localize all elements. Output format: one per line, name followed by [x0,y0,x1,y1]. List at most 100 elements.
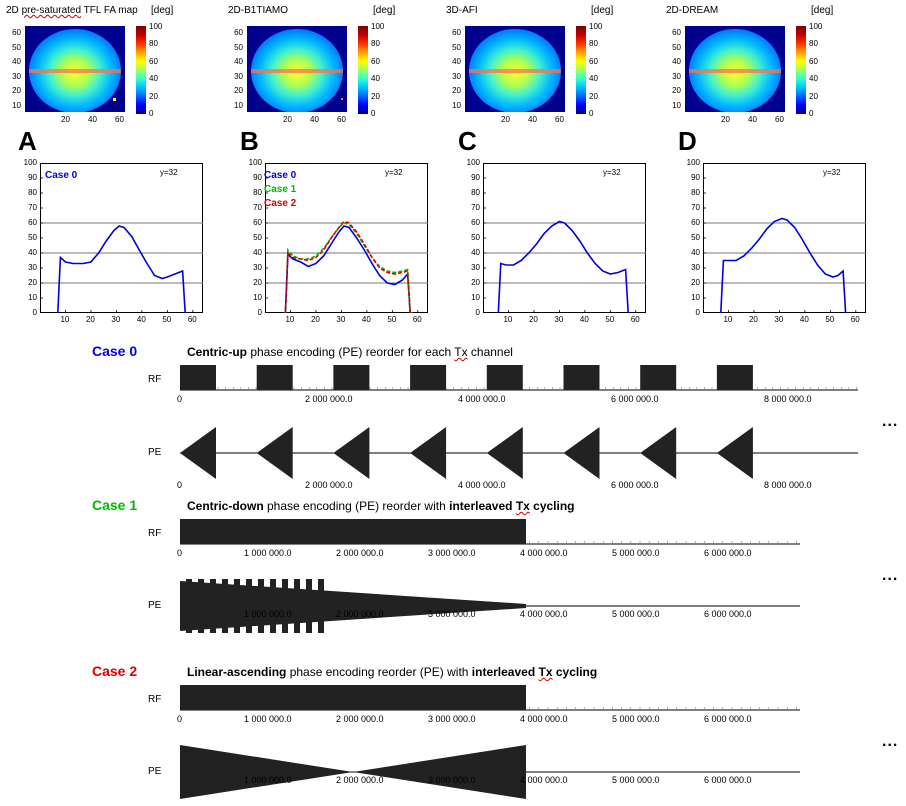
colorbar-tick: 60 [809,56,818,66]
rf-time-tick: 0 [177,714,183,724]
map-y-tick: 50 [12,42,21,52]
profile-y-tick: 90 [471,173,480,182]
pe-step [210,579,216,633]
profile-y-tick: 20 [28,278,37,287]
plot-frame [40,163,203,313]
map-y-tick: 40 [12,57,21,66]
profile-y-tick: 40 [253,248,262,257]
profile-y-tick: 60 [471,218,480,227]
map-y-tick: 30 [234,71,243,81]
profile-y-tick: 20 [253,278,262,287]
profile-y-tick: 50 [253,233,262,242]
profile-y-label: y=32 [823,168,841,177]
map-title: 2D pre-saturated TFL FA map [6,5,138,16]
pe-gradient-block [180,581,526,631]
desc-tail: channel [467,345,513,359]
pe-gradient-block [333,427,370,479]
map-artifact [113,98,116,101]
colorbar [358,26,368,114]
profile-x-tick: 10 [60,315,70,324]
profile-x-tick: 10 [503,315,513,324]
rf-time-tick: 8 000 000.0 [764,394,812,404]
profile-y-tick: 30 [691,263,700,272]
map-x-tick: 20 [61,115,70,124]
profile-plot-A [40,163,203,313]
profile-y-tick: 100 [466,158,480,167]
colorbar-tick: 0 [809,109,814,118]
colorbar-tick: 20 [149,91,158,101]
profile-x-tick: 10 [285,315,295,324]
map-title-text: 2D [6,5,22,16]
map-unit: [deg] [151,5,174,16]
pe-step [258,579,264,633]
map-y-tick: 40 [452,57,461,66]
rf-track [180,519,800,545]
pe-time-tick: 4 000 000.0 [458,480,506,490]
rf-time-tick: 2 000 000.0 [336,548,384,558]
colorbar-tick: 80 [149,39,158,49]
colorbar-tick: 0 [371,109,376,118]
map-y-tick: 50 [452,42,461,52]
colorbar-tick: 100 [371,22,385,31]
rf-pulse-block [333,365,370,390]
profile-y-tick: 0 [695,308,700,317]
profile-line-marker [689,69,781,73]
pe-time-tick: 4 000 000.0 [520,775,568,785]
colorbar-gradient [358,26,368,114]
rf-pulse-block [180,519,526,544]
pe-gradient-block [716,427,753,479]
pe-label: PE [148,447,162,458]
map-y-tick: 20 [12,86,21,95]
map-y-tick: 10 [234,100,243,110]
rf-pulse-block [256,365,293,390]
map-y-tick: 20 [234,86,243,95]
pe-time-tick: 3 000 000.0 [428,775,476,785]
profile-x-tick: 40 [579,315,589,324]
map-y-tick: 60 [452,28,461,37]
profile-y-tick: 0 [32,308,37,317]
pe-step [306,579,312,633]
desc-bold: Centric-down [187,499,264,513]
map-y-tick: 50 [234,42,243,52]
pe-time-tick: 2 000 000.0 [336,775,384,785]
profile-y-tick: 50 [691,233,700,242]
rf-label: RF [148,694,162,705]
profile-x-tick: 60 [412,315,422,324]
map-x-tick: 40 [748,115,757,124]
profile-y-tick: 30 [471,263,480,272]
plot-frame [483,163,646,313]
fa-map-image [25,26,125,112]
pe-track [180,579,800,633]
profile-y-tick: 70 [471,203,480,212]
profile-y-tick: 0 [475,308,480,317]
profile-y-tick: 70 [691,203,700,212]
pe-label: PE [148,766,162,777]
case-description: Linear-ascending phase encoding reorder … [187,665,597,679]
profile-y-tick: 80 [28,188,37,197]
pe-time-tick: 6 000 000.0 [704,609,752,619]
profile-y-tick: 20 [691,278,700,287]
profile-y-tick: 70 [28,203,37,212]
map-y-tick: 60 [672,28,681,37]
profile-plot-D [703,163,866,313]
colorbar-tick: 100 [149,22,163,31]
profile-y-tick: 100 [248,158,262,167]
profile-x-tick: 50 [387,315,397,324]
rf-time-tick: 3 000 000.0 [428,714,476,724]
pe-step [246,579,252,633]
map-y-tick: 50 [672,42,681,52]
profile-y-tick: 70 [253,203,262,212]
pe-step [186,579,192,633]
panel-letter: A [18,126,37,156]
profile-x-tick: 50 [825,315,835,324]
map-x-tick: 20 [501,115,510,124]
pe-time-tick: 0 [177,480,183,490]
rf-time-tick: 0 [177,394,183,404]
profile-y-tick: 80 [253,188,262,197]
case-label-2: Case 2 [92,663,138,679]
map-y-tick: 10 [452,100,461,110]
colorbar-tick: 40 [371,74,380,84]
map-artifact [341,98,343,100]
panel-letter: B [240,126,259,156]
map-y-tick: 60 [234,28,243,37]
